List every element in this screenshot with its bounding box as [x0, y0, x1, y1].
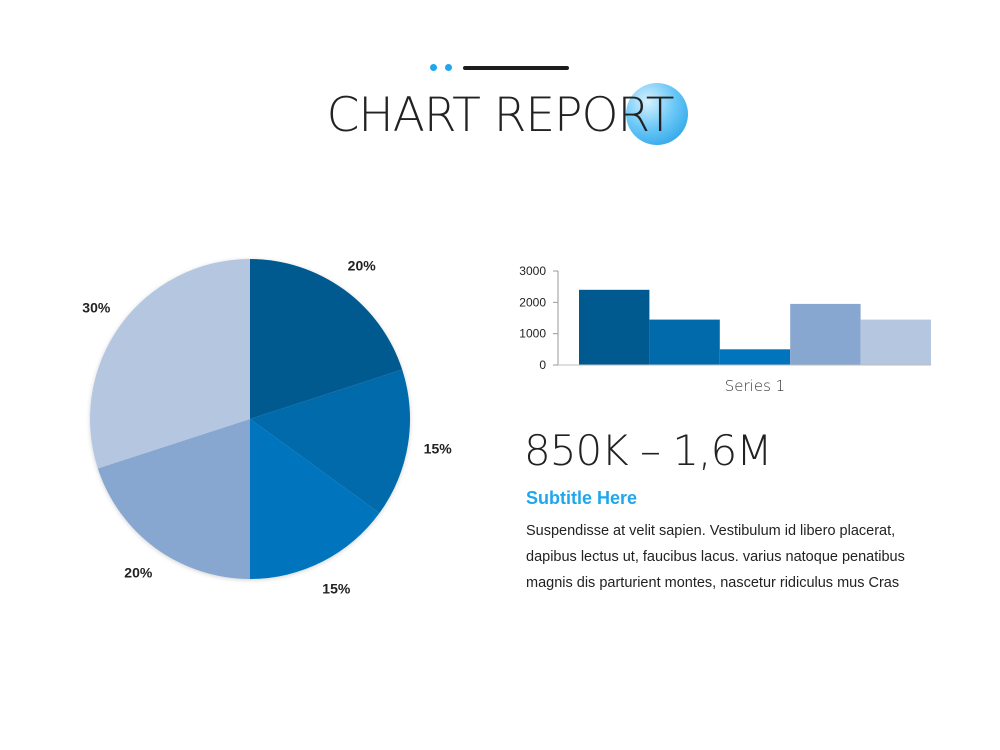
- pie-slice: [250, 259, 403, 419]
- header-dot: [445, 64, 452, 71]
- page-title: CHART REPORT: [326, 88, 675, 143]
- pie-slice-label: 20%: [348, 257, 377, 273]
- pie-slice: [250, 369, 411, 514]
- bar: [649, 319, 720, 365]
- header-decoration: [430, 64, 570, 72]
- bar: [790, 303, 861, 365]
- pie-slice-label: 20%: [124, 565, 153, 581]
- pie-slice-label: 15%: [424, 441, 453, 457]
- body-text: Suspendisse at velit sapien. Vestibulum …: [526, 523, 905, 591]
- category-label: Series 1: [725, 377, 785, 395]
- y-tick-label: 1000: [519, 327, 546, 341]
- title-accent-circle: [626, 83, 688, 145]
- y-tick-label: 2000: [519, 295, 546, 309]
- header-line: [463, 66, 569, 70]
- pie-slice-label: 15%: [322, 580, 351, 596]
- y-tick-label: 3000: [519, 264, 546, 278]
- header-dot: [430, 64, 437, 71]
- big-number: 850K – 1,6M: [524, 426, 772, 475]
- pie-slice-label: 30%: [82, 299, 111, 315]
- pie-slice: [97, 419, 250, 579]
- pie-slice: [89, 259, 251, 469]
- bar: [719, 349, 791, 365]
- bar: [579, 289, 650, 365]
- subtitle: Subtitle Here: [526, 488, 638, 508]
- pie-chart: 20% 15% 15% 20% 30%: [82, 257, 453, 596]
- bar: [860, 319, 931, 365]
- pie-slice: [250, 419, 380, 579]
- bar-chart: 0 1000 2000 3000 Series 1: [519, 264, 931, 395]
- title-area: CHART REPORT: [0, 83, 1000, 156]
- y-tick-label: 0: [539, 358, 546, 372]
